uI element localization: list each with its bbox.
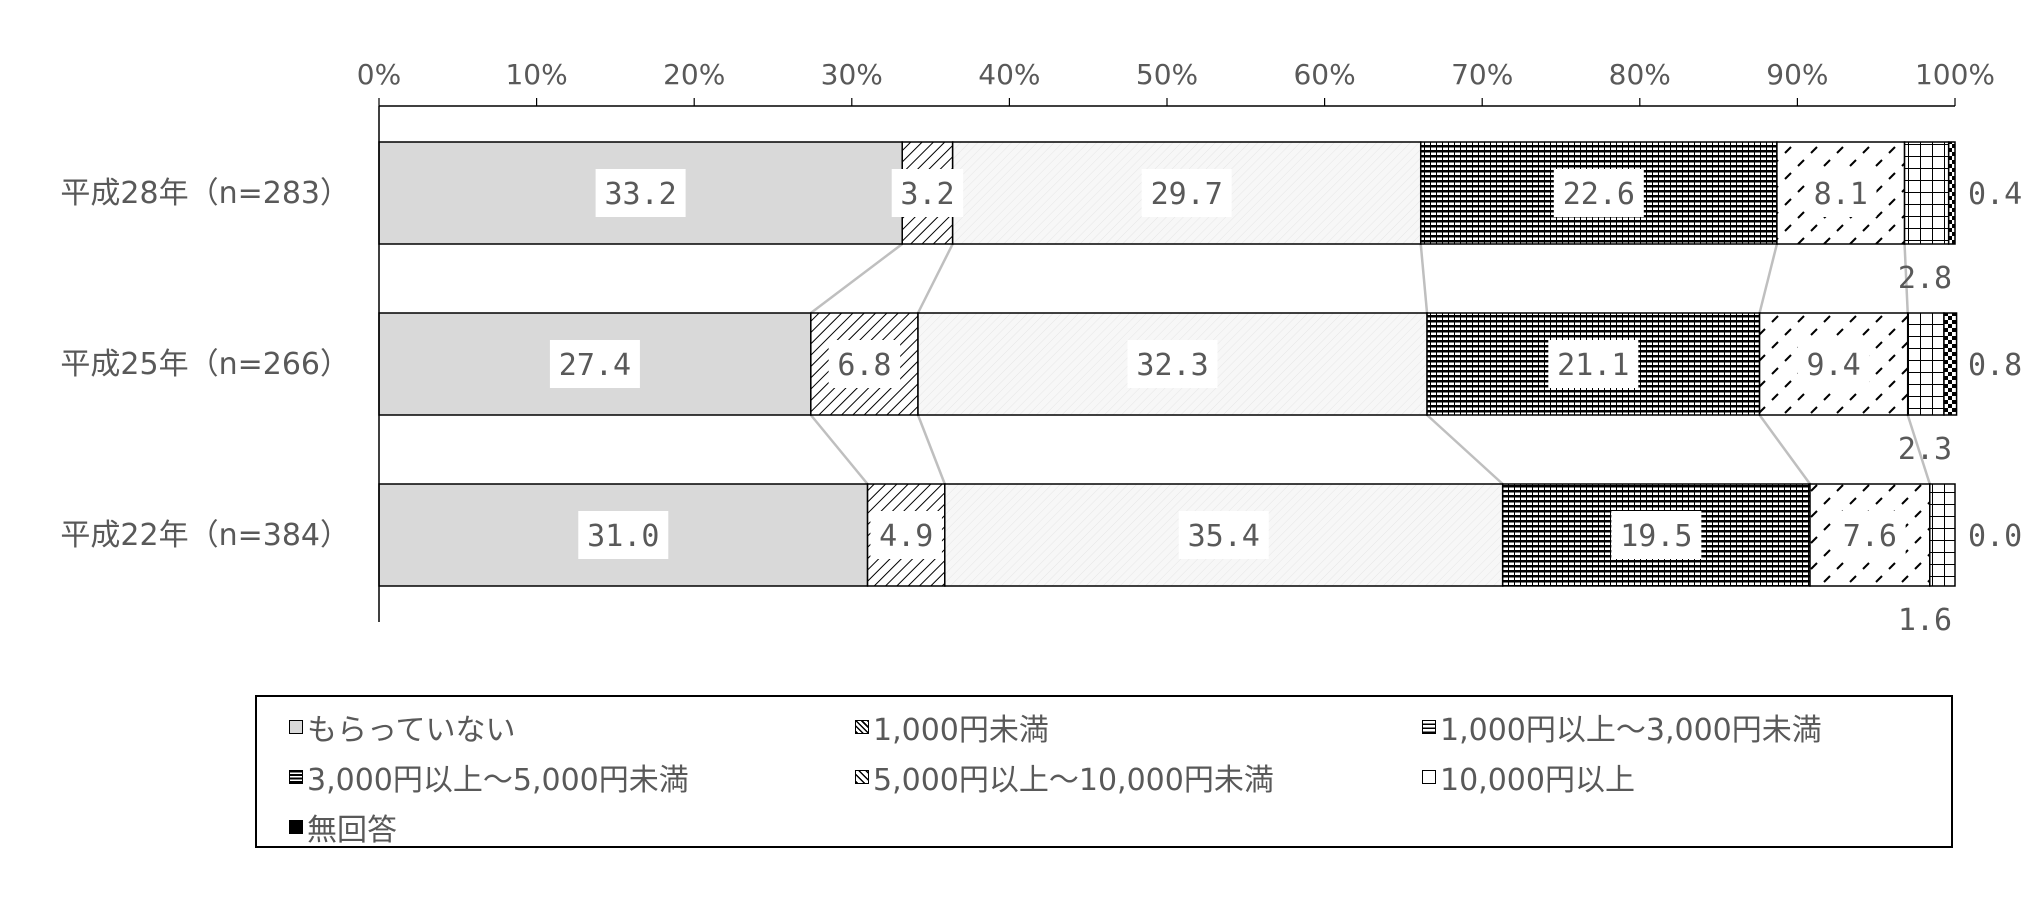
data-labels: 33.2 3.2 29.7 22.6 8.1 2.8 0.4 27.4 6.8 32.3 21.1 9… [549, 169, 2022, 638]
legend-label: 5,000円以上～10,000円未満 [873, 763, 1274, 798]
legend-item: 3,000円以上～5,000円未満 [289, 755, 689, 799]
data-label-box [1548, 340, 1639, 388]
series-connector-line [810, 243, 903, 314]
legend-label: もらっていない [307, 713, 516, 748]
series-connector-lines [809, 243, 1931, 485]
category-label: 平成25年（n=266） [60, 347, 350, 382]
data-label: 3.2 [900, 177, 954, 212]
series-connector-line [1758, 243, 1779, 314]
x-tick-label: 30% [821, 58, 883, 91]
legend-swatch [855, 770, 869, 784]
series-connector-line [1758, 414, 1812, 485]
x-tick-label: 20% [663, 58, 725, 91]
legend-item: 10,000円以上 [1422, 755, 1635, 799]
data-label-box [891, 169, 964, 217]
data-label-box [1834, 511, 1906, 559]
stacked-bar-chart: 33.2 3.2 29.7 22.6 8.1 2.8 0.4 27.4 6.8 32.3 21.1 9… [60, 58, 2022, 638]
legend-label: 1,000円未満 [873, 713, 1049, 748]
data-label: 22.6 [1563, 177, 1635, 212]
data-label: 8.1 [1814, 177, 1868, 212]
legend-swatch [289, 820, 303, 834]
x-tick-label: 10% [505, 58, 567, 91]
x-tick-label: 0% [357, 58, 401, 91]
bar-segment [1943, 312, 1958, 416]
legend-swatch [1422, 720, 1436, 734]
data-label: 0.4 [1968, 177, 2022, 212]
category-label: 平成22年（n=384） [60, 518, 350, 553]
x-tick-label: 50% [1136, 58, 1198, 91]
series-connector-line [916, 414, 946, 485]
data-label: 29.7 [1151, 177, 1223, 212]
bar-segment [1903, 141, 1950, 245]
data-label: 35.4 [1188, 519, 1260, 554]
bar-segment [1947, 141, 1956, 245]
legend-swatch [1422, 770, 1436, 784]
legend-swatch [289, 770, 303, 784]
data-label: 7.6 [1843, 519, 1897, 554]
data-label: 31.0 [587, 519, 659, 554]
bar-segment [1906, 312, 1945, 416]
data-label-box [1553, 169, 1644, 217]
legend-item: 1,000円以上～3,000円未満 [1422, 705, 1822, 749]
data-label: 4.9 [879, 519, 933, 554]
data-label: 27.4 [559, 348, 631, 383]
data-label: 1.6 [1898, 603, 1952, 638]
legend-item: 5,000円以上～10,000円未満 [855, 755, 1274, 799]
data-label: 6.8 [837, 348, 891, 383]
series-connector-line [1903, 243, 1909, 314]
data-label: 9.4 [1807, 348, 1861, 383]
data-label-box [1611, 511, 1702, 559]
x-tick-label: 100% [1915, 58, 1995, 91]
x-tick-label: 40% [978, 58, 1040, 91]
legend: もらっていない 1,000円未満 1,000円以上～3,000円未満 3,000円以上… [255, 695, 1953, 848]
data-label: 2.3 [1898, 432, 1952, 467]
series-connector-line [1419, 243, 1429, 314]
legend-item: 1,000円未満 [855, 705, 1049, 749]
legend-label: 無回答 [307, 813, 397, 848]
data-label-box [870, 511, 942, 559]
data-label: 21.1 [1557, 348, 1629, 383]
data-label: 32.3 [1136, 348, 1208, 383]
legend-swatch [289, 720, 303, 734]
x-tick-label: 90% [1766, 58, 1828, 91]
data-label: 19.5 [1620, 519, 1692, 554]
series-connector-line [1426, 414, 1504, 485]
data-label-box [1127, 340, 1218, 388]
bar-segment [1929, 483, 1956, 587]
data-label-box [1797, 340, 1870, 388]
category-labels: 平成28年（n=283） 平成25年（n=266） 平成22年（n=384） [60, 176, 350, 553]
series-connector-line [916, 243, 954, 314]
legend-label: 3,000円以上～5,000円未満 [307, 763, 689, 798]
data-label: 2.8 [1898, 261, 1952, 296]
data-label-box [549, 340, 640, 388]
x-axis: 0% 10% 20% 30% 40% 50% 60% 70% 80% 90% 100% [357, 58, 1995, 622]
data-label: 0.8 [1968, 348, 2022, 383]
x-tick-label: 70% [1451, 58, 1513, 91]
data-label-box [1141, 169, 1232, 217]
data-label: 0.0 [1968, 519, 2022, 554]
data-label-box [578, 511, 669, 559]
data-label-box [595, 169, 686, 217]
legend-label: 1,000円以上～3,000円未満 [1440, 713, 1822, 748]
legend-label: 10,000円以上 [1440, 763, 1635, 798]
data-label: 33.2 [604, 177, 676, 212]
x-tick-label: 60% [1293, 58, 1355, 91]
data-label-box [1804, 169, 1877, 217]
legend-item: 無回答 [289, 805, 397, 849]
category-label: 平成28年（n=283） [60, 176, 350, 211]
legend-swatch [855, 720, 869, 734]
data-label-box [828, 340, 901, 388]
series-connector-line [809, 414, 869, 485]
x-tick-label: 80% [1609, 58, 1671, 91]
series-connector-line [1906, 414, 1931, 485]
legend-item: もらっていない [289, 705, 516, 749]
data-label-box [1178, 511, 1269, 559]
